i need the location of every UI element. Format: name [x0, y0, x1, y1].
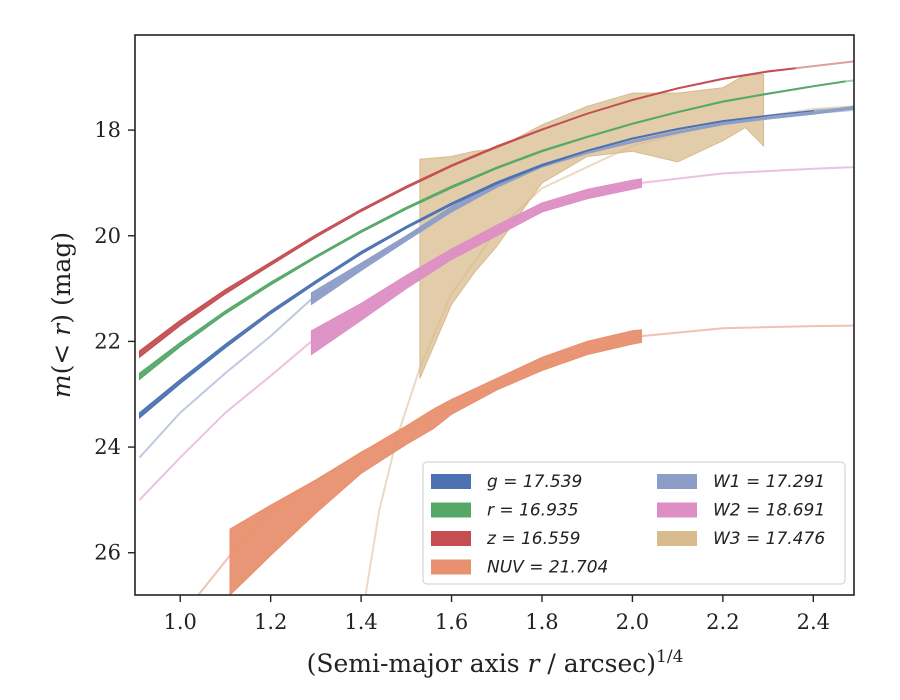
legend-label-nuv: NUV = 21.704 — [487, 558, 608, 578]
x-tick-label: 1.0 — [164, 610, 197, 634]
y-axis-label: m(< r) (mag) — [47, 232, 76, 398]
legend-label-w2: W2 = 18.691 — [713, 501, 825, 521]
series-g-band — [139, 109, 814, 420]
series-z-model-line — [795, 60, 854, 70]
x-axis-label: (Semi-major axis r / arcsec)1/4 — [307, 647, 684, 678]
x-tick-label: 1.6 — [435, 610, 468, 634]
legend-label-g: g = 17.539 — [487, 472, 582, 492]
legend-swatch-r — [431, 502, 471, 518]
y-tick-label: 18 — [94, 118, 121, 142]
series-z-band — [139, 67, 796, 359]
x-tick-label: 2.2 — [706, 610, 739, 634]
series-w3-band — [419, 74, 765, 379]
legend-swatch-w1 — [657, 474, 697, 489]
legend-swatch-nuv — [431, 559, 471, 575]
x-tick-label: 2.0 — [616, 610, 649, 634]
legend-swatch-w2 — [657, 502, 697, 518]
plot-frame — [134, 34, 855, 596]
legend: g = 17.539 r = 16.935 z = 16.559 NUV = 21.7… — [422, 461, 846, 585]
legend-label-z: z = 16.559 — [486, 529, 580, 549]
legend-swatch-z — [431, 531, 471, 546]
series-r-band — [139, 80, 846, 381]
legend-label-w1: W1 = 17.291 — [713, 472, 825, 492]
legend-swatch-w3 — [657, 531, 697, 546]
y-tick-label: 24 — [94, 435, 121, 459]
x-tick-label: 1.4 — [344, 610, 377, 634]
y-tick-label: 20 — [94, 224, 121, 248]
legend-swatch-g — [431, 474, 471, 489]
x-tick-label: 1.2 — [254, 610, 287, 634]
x-tick-label: 1.8 — [525, 610, 558, 634]
legend-label-r: r = 16.935 — [487, 501, 579, 521]
y-tick-label: 22 — [94, 329, 121, 353]
y-tick-label: 26 — [94, 541, 121, 565]
legend-label-w3: W3 = 17.476 — [713, 529, 825, 549]
series-nuv-band — [229, 329, 642, 595]
series-r-model-line — [844, 79, 854, 83]
legend-box — [422, 461, 846, 585]
series-w2-band — [310, 178, 642, 356]
x-tick-label: 2.4 — [797, 610, 830, 634]
